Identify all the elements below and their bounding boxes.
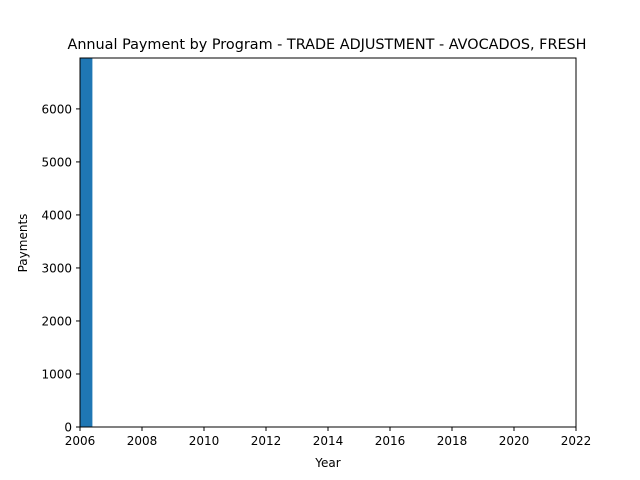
- x-tick-label: 2018: [437, 434, 468, 448]
- x-tick-label: 2008: [127, 434, 158, 448]
- x-axis-ticks: 2006 2008 2010 2012 2014 2016 2018 2020 2022: [65, 427, 592, 448]
- y-tick-label: 5000: [41, 155, 72, 169]
- x-tick-label: 2016: [375, 434, 406, 448]
- y-tick-label: 4000: [41, 208, 72, 222]
- bar-2006: [80, 58, 93, 427]
- x-tick-label: 2010: [189, 434, 220, 448]
- x-tick-label: 2014: [313, 434, 344, 448]
- x-axis-label: Year: [314, 456, 340, 470]
- x-tick-label: 2006: [65, 434, 96, 448]
- chart-title: Annual Payment by Program - TRADE ADJUST…: [67, 37, 586, 53]
- y-tick-label: 1000: [41, 367, 72, 381]
- y-tick-label: 3000: [41, 261, 72, 275]
- y-tick-label: 0: [64, 421, 72, 435]
- x-tick-label: 2012: [251, 434, 282, 448]
- bar-series: [80, 58, 93, 427]
- plot-frame: [79, 57, 577, 428]
- x-tick-label: 2020: [499, 434, 530, 448]
- y-axis-label: Payments: [16, 214, 30, 273]
- y-tick-label: 2000: [41, 314, 72, 328]
- y-tick-label: 6000: [41, 102, 72, 116]
- y-axis-ticks: 0 1000 2000 3000 4000 5000 6000: [41, 102, 80, 435]
- x-tick-label: 2022: [561, 434, 592, 448]
